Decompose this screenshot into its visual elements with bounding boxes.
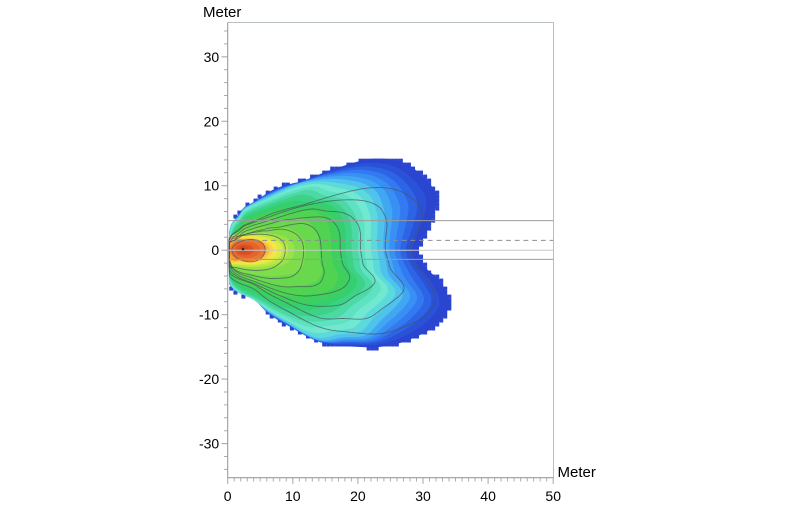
- svg-text:50: 50: [545, 488, 561, 504]
- svg-text:-10: -10: [199, 307, 219, 323]
- svg-text:-20: -20: [199, 371, 219, 387]
- svg-text:20: 20: [204, 113, 220, 129]
- svg-text:Meter: Meter: [558, 464, 596, 481]
- svg-text:0: 0: [224, 488, 232, 504]
- svg-text:10: 10: [204, 178, 220, 194]
- svg-text:Meter: Meter: [203, 4, 241, 21]
- svg-text:20: 20: [350, 488, 366, 504]
- svg-text:40: 40: [480, 488, 496, 504]
- svg-text:0: 0: [211, 242, 219, 258]
- svg-text:10: 10: [285, 488, 301, 504]
- svg-text:30: 30: [204, 49, 220, 65]
- svg-text:30: 30: [415, 488, 431, 504]
- svg-text:-30: -30: [199, 436, 219, 452]
